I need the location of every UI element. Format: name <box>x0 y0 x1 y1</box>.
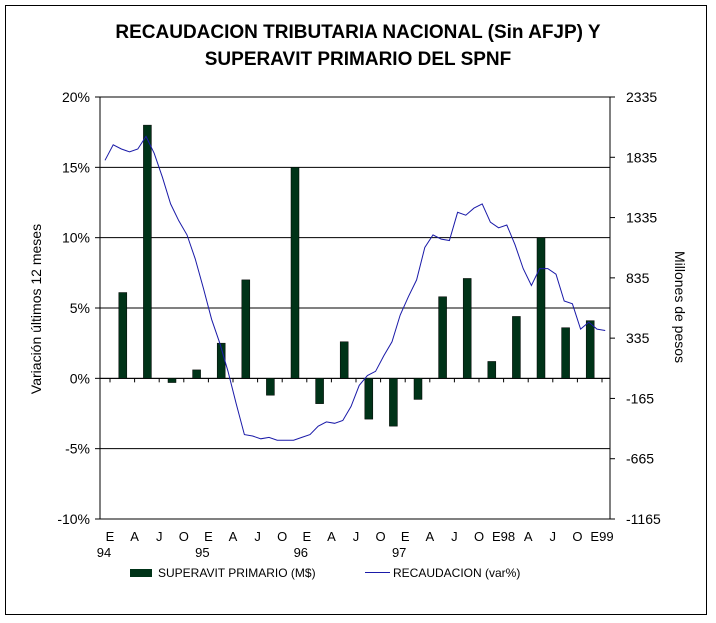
x-tick-label: J <box>550 529 557 544</box>
x-tick-year-label: 97 <box>392 545 406 560</box>
bar <box>438 296 447 379</box>
x-tick-label: E <box>204 529 213 544</box>
x-tick-label: E <box>302 529 311 544</box>
bar <box>389 378 398 427</box>
y-left-tick-label: 10% <box>62 230 90 246</box>
x-tick-label: J <box>254 529 261 544</box>
bar <box>192 369 201 379</box>
y-right-tick-label: 2335 <box>626 89 657 105</box>
x-tick-label: J <box>156 529 163 544</box>
x-tick-year-label: 94 <box>97 545 111 560</box>
bar <box>536 237 546 379</box>
chart-frame <box>5 5 707 615</box>
y-left-tick-label: 15% <box>62 159 90 175</box>
x-tick-label: E98 <box>492 529 515 544</box>
y-right-tick-label: -1165 <box>626 511 661 527</box>
y-right-tick-label: -665 <box>626 451 654 467</box>
x-tick-year-label: 95 <box>195 545 209 560</box>
x-tick-label: A <box>425 529 434 544</box>
x-tick-label: O <box>474 529 484 544</box>
x-tick-label: O <box>376 529 386 544</box>
y-left-tick-label: 0% <box>70 370 90 386</box>
y-right-tick-label: 835 <box>626 270 650 286</box>
bar <box>585 320 595 379</box>
y-right-tick-label: 1835 <box>626 149 657 165</box>
bar <box>167 378 177 383</box>
x-tick-label: E <box>106 529 115 544</box>
chart-title-line1: RECAUDACION TRIBUTARIA NACIONAL (Sin AFJ… <box>115 22 601 43</box>
y-left-tick-label: 20% <box>62 89 90 105</box>
legend-bar-swatch <box>130 569 152 577</box>
x-tick-label: J <box>353 529 360 544</box>
x-tick-label: A <box>327 529 336 544</box>
legend-bar-label: SUPERAVIT PRIMARIO (M$) <box>158 566 316 580</box>
bar <box>413 378 423 400</box>
bar <box>241 279 251 379</box>
bar <box>364 378 374 420</box>
y-left-tick-label: 5% <box>70 300 90 316</box>
chart-title-line2: SUPERAVIT PRIMARIO DEL SPNF <box>204 49 512 70</box>
bar <box>118 292 128 379</box>
bar <box>561 327 570 379</box>
x-tick-label: O <box>277 529 287 544</box>
bar <box>462 278 472 379</box>
y-right-tick-label: 1335 <box>626 210 657 226</box>
y-left-tick-label: -5% <box>65 441 90 457</box>
x-tick-label: E99 <box>590 529 613 544</box>
y-right-tick-label: 335 <box>626 330 650 346</box>
x-tick-label: J <box>451 529 458 544</box>
x-tick-label: E <box>401 529 410 544</box>
x-tick-label: A <box>229 529 238 544</box>
y-left-tick-label: -10% <box>57 511 90 527</box>
recaudacion-line <box>104 135 606 441</box>
bar <box>266 378 275 396</box>
legend-line-label: RECAUDACION (var%) <box>393 566 521 580</box>
legend-line-swatch <box>365 572 390 573</box>
y-right-tick-label: -165 <box>626 390 654 406</box>
x-tick-label: A <box>130 529 139 544</box>
bar <box>143 124 152 379</box>
x-tick-label: A <box>524 529 533 544</box>
bar <box>339 341 349 379</box>
x-tick-label: O <box>179 529 189 544</box>
bar <box>512 316 521 379</box>
x-tick-label: O <box>572 529 582 544</box>
x-tick-year-label: 96 <box>294 545 308 560</box>
bar <box>487 361 497 379</box>
bar <box>315 378 324 404</box>
bar <box>290 167 300 379</box>
